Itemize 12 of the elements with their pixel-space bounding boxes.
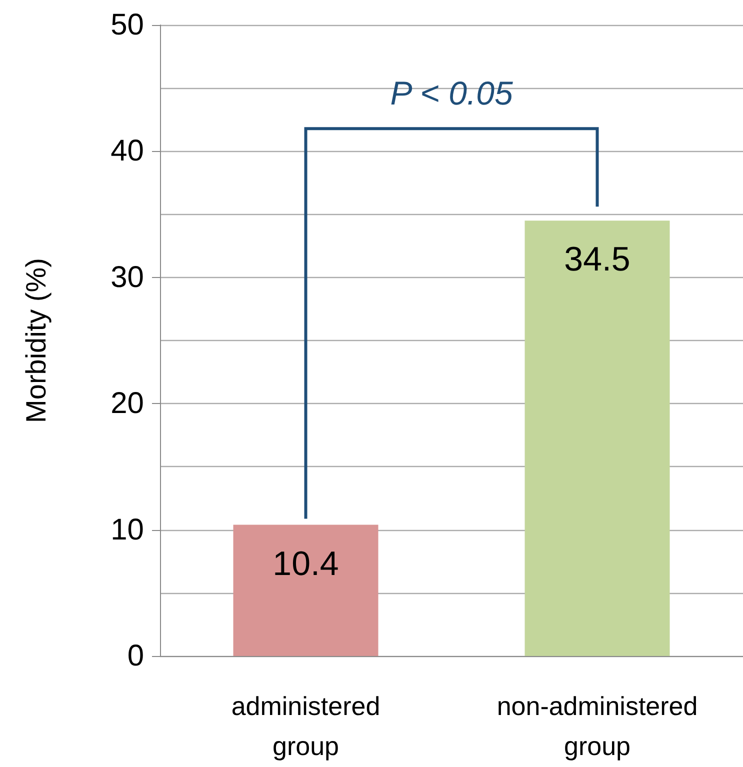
y-tick-label: 40: [110, 134, 144, 168]
x-tick-label: administered group: [231, 691, 380, 761]
data-label: 34.5: [564, 240, 630, 279]
x-tick-label: non-administered group: [496, 691, 698, 761]
y-tick-label: 30: [110, 260, 144, 294]
y-tick-label: 20: [110, 387, 144, 420]
y-tick-label: 0: [127, 640, 144, 672]
data-label: 10.4: [272, 544, 339, 583]
y-tick-label: 10: [110, 513, 144, 546]
y-axis-title: Morbidity (%): [20, 258, 52, 423]
y-tick-label: 50: [110, 8, 144, 42]
annotation: P < 0.05: [390, 74, 514, 112]
